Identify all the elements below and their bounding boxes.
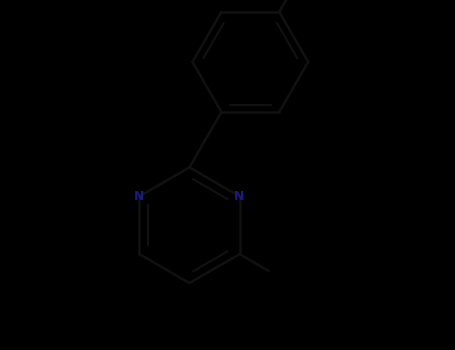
Text: N: N	[234, 190, 245, 203]
Text: N: N	[134, 190, 145, 203]
